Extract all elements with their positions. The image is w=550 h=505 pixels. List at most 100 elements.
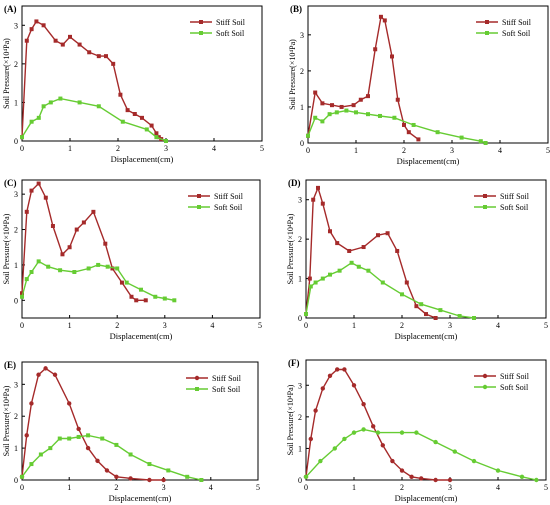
data-point [36,115,41,120]
series-stiff-soil [306,14,421,142]
data-point [342,367,347,372]
data-point [87,50,92,55]
data-point [400,292,404,297]
x-tick-label: 0 [304,321,308,330]
x-tick-label: 3 [448,483,452,492]
data-point [34,19,39,24]
x-tick-label: 2 [400,483,404,492]
y-tick-label: 0 [14,137,18,146]
data-point [361,402,366,407]
y-axis-label: Soil Pressure(×10⁴Pa) [2,385,11,456]
y-tick-label: 2 [14,226,18,235]
y-axis-label: Soil Pressure(×10⁴Pa) [286,384,295,455]
data-point [132,112,137,116]
data-point [337,268,342,273]
data-point [483,141,488,145]
data-point [20,474,24,479]
data-point [318,458,323,464]
data-point [129,294,134,299]
data-point [433,439,438,445]
data-point [342,436,347,442]
data-point [320,101,325,106]
data-point [36,372,41,377]
data-point [414,430,419,435]
data-point [115,266,120,271]
data-point [38,452,43,457]
data-point [313,115,318,120]
data-point [435,130,440,135]
y-axis-label: Soil Pressure(×10⁴Pa) [2,213,11,284]
data-point [60,42,65,47]
legend-label: Soft Soil [214,203,243,212]
x-axis-label: Displacement(cm) [110,331,173,341]
x-tick-label: 2 [115,321,119,330]
data-point [358,97,363,102]
data-point [354,110,358,115]
x-tick-label: 5 [258,321,262,330]
data-point [327,373,333,378]
data-point [144,127,149,132]
data-point [399,430,405,435]
y-tick-label: 2 [300,67,304,76]
data-point [120,119,125,124]
data-point [50,224,55,228]
data-point [378,14,383,19]
data-point [29,401,34,406]
series-soft-soil [306,108,488,145]
data-point [313,408,318,413]
data-point [185,474,190,479]
data-point [306,133,310,138]
y-tick-label: 2 [14,60,18,69]
data-point [76,434,81,439]
data-point [60,252,65,257]
data-point [433,316,438,320]
series-stiff-soil [20,19,168,143]
data-point [81,220,86,225]
data-point [424,312,428,317]
data-point [119,280,124,285]
data-point [402,122,406,127]
data-point [382,18,387,23]
data-point [143,298,148,303]
x-tick-label: 5 [544,483,548,492]
data-point [416,137,421,142]
data-point [29,27,34,32]
data-point [77,100,82,105]
data-point [41,23,46,28]
data-point [20,135,24,140]
data-point [327,112,332,117]
x-tick-label: 3 [163,321,167,330]
data-point [68,34,72,39]
plot-frame [305,179,547,319]
data-point [67,245,72,250]
data-point [395,248,400,253]
legend-label: Stiff Soil [216,18,246,27]
data-point [356,264,361,269]
legend-marker [195,387,199,391]
x-axis-label: Displacement(cm) [395,493,458,503]
series-line [21,260,175,301]
legend-label: Stiff Soil [212,374,242,383]
data-point [334,110,339,115]
x-tick-label: 0 [20,144,24,153]
data-point [380,280,385,285]
data-point [166,468,171,473]
legend-entry: Stiff Soil [190,18,246,27]
x-tick-label: 4 [498,146,502,155]
data-point [347,248,352,253]
y-tick-label: 1 [298,444,302,453]
legend-label: Stiff Soil [214,192,244,201]
series-stiff-soil [20,181,148,303]
legend-marker [199,20,203,24]
plot-frame [21,5,263,142]
data-point [154,131,159,136]
legend-label: Soft Soil [212,385,241,394]
y-tick-label: 3 [298,381,302,390]
data-point [375,430,381,435]
data-point [36,259,41,264]
panel-label: (A) [4,4,17,14]
data-point [313,90,318,95]
data-point [452,449,457,454]
data-point [351,430,357,435]
